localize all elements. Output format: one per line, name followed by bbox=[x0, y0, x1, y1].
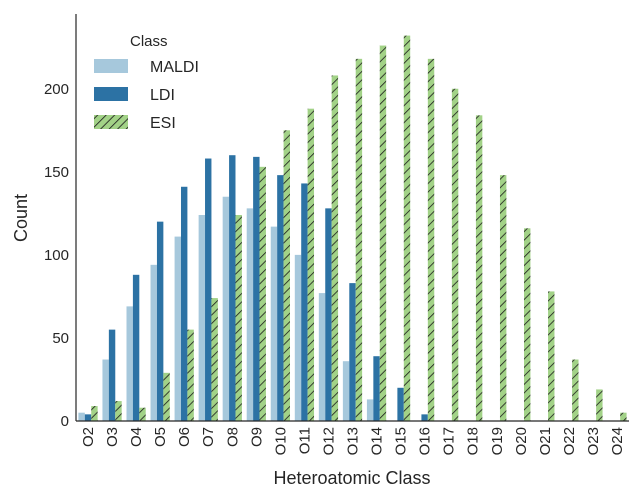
x-tick-label: O8 bbox=[224, 427, 241, 447]
bar-ldi-o12 bbox=[325, 208, 332, 421]
x-tick-label: O15 bbox=[393, 427, 410, 455]
x-tick-label: O12 bbox=[320, 427, 337, 455]
bar-maldi-o6 bbox=[174, 236, 181, 421]
bar-esi-o13 bbox=[355, 58, 363, 421]
bar-esi-o6 bbox=[187, 329, 194, 421]
x-tick-label: O21 bbox=[537, 427, 554, 455]
x-tick-label: O22 bbox=[561, 427, 578, 455]
x-tick-label: O14 bbox=[369, 427, 386, 455]
x-tick-label: O18 bbox=[465, 427, 482, 455]
bar-esi-o22 bbox=[572, 359, 579, 421]
bar-esi-o3 bbox=[115, 401, 122, 421]
x-tick-label: O6 bbox=[176, 427, 193, 447]
y-tick-label: 50 bbox=[52, 330, 69, 347]
y-axis-title: Count bbox=[11, 194, 31, 242]
bar-maldi-o2 bbox=[78, 412, 85, 421]
bar-esi-o24 bbox=[620, 412, 627, 421]
bar-esi-o19 bbox=[499, 175, 507, 421]
y-tick-label: 0 bbox=[61, 413, 69, 430]
y-tick-label: 100 bbox=[44, 247, 69, 264]
legend: Class MALDI LDI ESI bbox=[94, 33, 199, 132]
bars-group bbox=[78, 35, 627, 422]
bar-maldi-o14 bbox=[366, 399, 374, 421]
legend-swatch-esi bbox=[94, 115, 128, 129]
x-tick-label: O11 bbox=[296, 427, 313, 454]
bar-ldi-o9 bbox=[253, 156, 260, 421]
bar-esi-o14 bbox=[379, 45, 387, 422]
y-tick-label: 200 bbox=[44, 81, 69, 98]
axes-group bbox=[75, 14, 629, 422]
bar-esi-o12 bbox=[331, 75, 339, 421]
bar-ldi-o7 bbox=[205, 158, 212, 421]
bar-esi-o8 bbox=[235, 215, 242, 421]
bar-maldi-o4 bbox=[126, 306, 133, 421]
bar-maldi-o10 bbox=[270, 226, 278, 421]
x-tick-label: O5 bbox=[152, 427, 169, 447]
bar-ldi-o13 bbox=[349, 283, 356, 421]
bar-maldi-o5 bbox=[150, 264, 157, 421]
bar-maldi-o12 bbox=[318, 293, 326, 421]
bar-ldi-o11 bbox=[301, 183, 308, 421]
bar-maldi-o3 bbox=[102, 359, 109, 421]
bar-ldi-o15 bbox=[397, 387, 404, 421]
bar-esi-o20 bbox=[524, 228, 531, 421]
bar-esi-o7 bbox=[211, 298, 218, 421]
x-tick-label: O9 bbox=[248, 427, 265, 447]
bar-esi-o17 bbox=[451, 88, 459, 421]
bar-ldi-o14 bbox=[373, 356, 380, 421]
x-tick-label: O10 bbox=[272, 427, 289, 455]
bar-maldi-o13 bbox=[342, 361, 350, 421]
bar-esi-o21 bbox=[548, 291, 555, 421]
x-tick-label: O19 bbox=[489, 427, 506, 455]
bar-maldi-o11 bbox=[294, 254, 302, 421]
bar-esi-o4 bbox=[139, 407, 146, 421]
bar-maldi-o8 bbox=[222, 196, 230, 421]
bar-esi-o23 bbox=[596, 389, 603, 421]
bar-maldi-o7 bbox=[198, 215, 206, 421]
bar-esi-o2 bbox=[91, 406, 98, 421]
legend-swatch-ldi bbox=[94, 87, 128, 101]
bar-ldi-o2 bbox=[84, 414, 92, 421]
bar-esi-o5 bbox=[163, 372, 170, 421]
y-tick-label: 150 bbox=[44, 164, 69, 181]
ticks-group: 0 50 100 150 200 O2 O3 O4 O5 O6 O7 O8 O9 O10 O11 O12 O13… bbox=[44, 81, 626, 456]
bar-esi-o10 bbox=[283, 130, 290, 422]
x-axis-title: Heteroatomic Class bbox=[273, 468, 430, 488]
x-tick-label: O24 bbox=[609, 427, 626, 455]
bar-esi-o15 bbox=[403, 35, 411, 421]
legend-swatch-maldi bbox=[94, 59, 128, 73]
bar-esi-o16 bbox=[427, 58, 435, 421]
bar-ldi-o10 bbox=[277, 175, 284, 421]
x-tick-label: O20 bbox=[513, 427, 530, 455]
legend-label-maldi: MALDI bbox=[150, 59, 199, 76]
bar-esi-o9 bbox=[259, 166, 266, 421]
legend-label-ldi: LDI bbox=[150, 87, 175, 104]
x-tick-label: O13 bbox=[345, 427, 362, 455]
x-tick-label: O7 bbox=[200, 427, 217, 447]
bar-ldi-o6 bbox=[180, 186, 188, 421]
bar-esi-o11 bbox=[307, 108, 315, 421]
legend-title: Class bbox=[130, 33, 168, 50]
bar-ldi-o8 bbox=[229, 155, 236, 421]
x-tick-label: O3 bbox=[104, 427, 121, 447]
bar-maldi-o9 bbox=[246, 208, 254, 421]
x-tick-label: O2 bbox=[80, 427, 97, 447]
bar-esi-o18 bbox=[475, 115, 483, 421]
bar-ldi-o4 bbox=[132, 274, 140, 421]
x-tick-label: O17 bbox=[441, 427, 458, 455]
x-tick-label: O16 bbox=[417, 427, 434, 455]
bar-ldi-o3 bbox=[108, 329, 116, 421]
x-tick-label: O4 bbox=[128, 427, 145, 447]
bar-ldi-o16 bbox=[421, 414, 428, 421]
bar-ldi-o5 bbox=[156, 221, 164, 421]
x-tick-label: O23 bbox=[585, 427, 602, 455]
legend-label-esi: ESI bbox=[150, 115, 176, 132]
